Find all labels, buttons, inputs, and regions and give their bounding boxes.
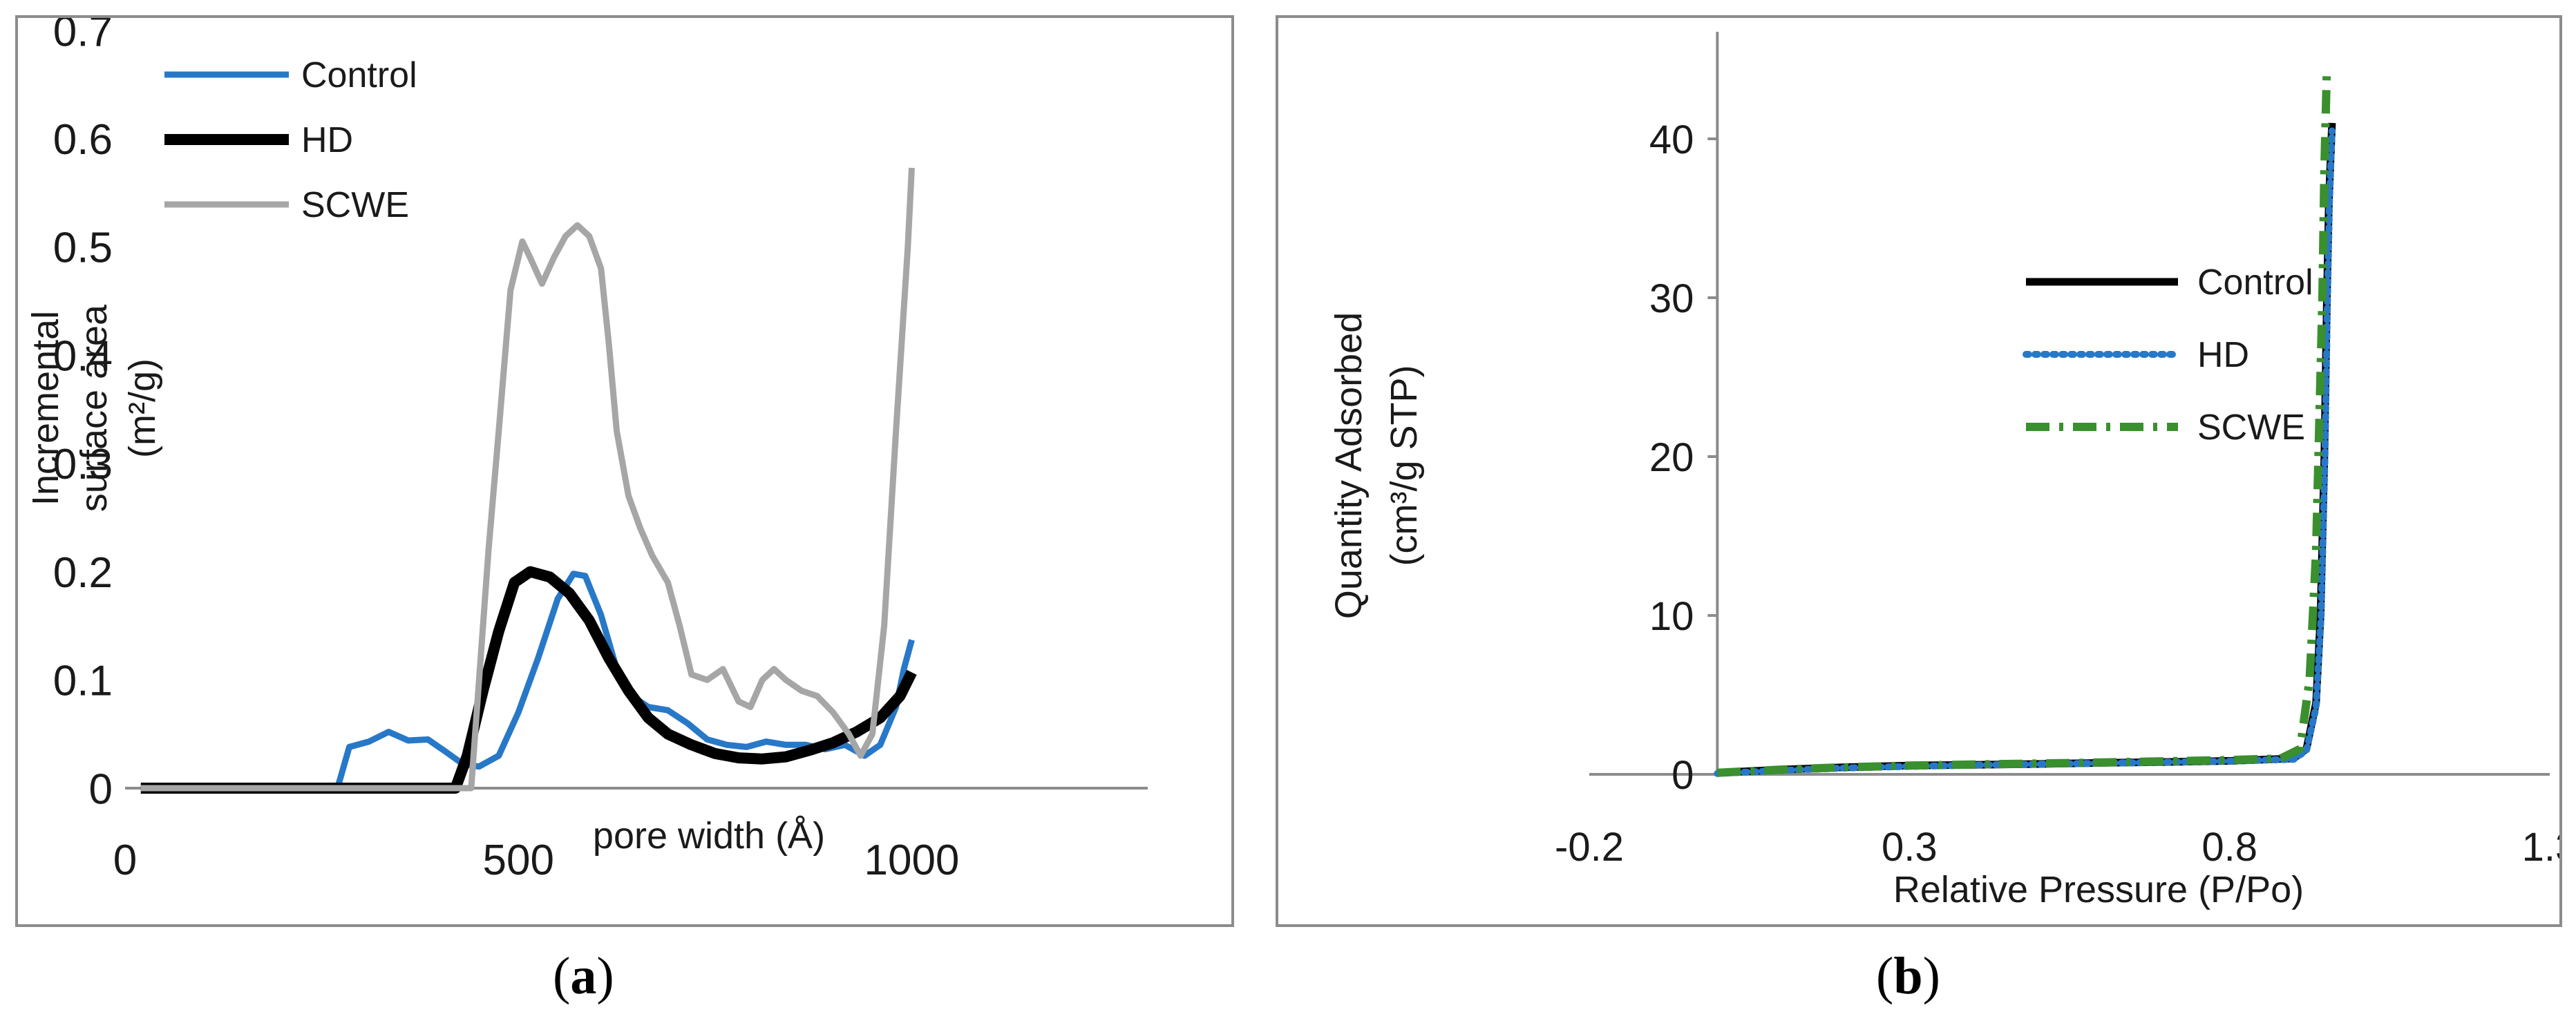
chart-panel-a: 0 0.1 0.2 0.3 0.4 0.5 0.6 0.7 0 500 1000 pore width…: [15, 8, 1234, 927]
chart-b-x-tick-label: 0.8: [2201, 825, 2257, 870]
chart-b-y-tick-label: 10: [1649, 594, 1694, 639]
chart-b-y-tick-label: 20: [1649, 435, 1694, 480]
chart-b-x-tick-label: -0.2: [1555, 825, 1624, 870]
chart-a-legend-label-hd: HD: [301, 120, 353, 160]
chart-b-legend-label-hd: HD: [2197, 335, 2249, 375]
chart-a-y-tick-label: 0.7: [53, 18, 113, 55]
chart-a-svg: 0 0.1 0.2 0.3 0.4 0.5 0.6 0.7 0 500 1000 pore width…: [25, 8, 1148, 884]
chart-a-x-tick-label: 1000: [864, 837, 959, 884]
chart-b-y-tick-label: 0: [1671, 753, 1694, 798]
chart-a-series-scwe-line: [140, 167, 915, 792]
chart-a-y-axis-label-line: surface area: [73, 304, 115, 512]
chart-a-legend-label-control: Control: [301, 55, 417, 95]
chart-a-series-hd-line: [140, 566, 917, 794]
chart-a-y-tick-label: 0.3: [53, 441, 113, 488]
chart-a-y-tick-label: 0.6: [53, 116, 113, 164]
chart-a-y-tick-label: 0.2: [53, 549, 113, 597]
chart-b-series-scwe-line: [1717, 67, 2331, 777]
chart-b-y-axis-label-line: Quantity Adsorbed: [1328, 312, 1370, 619]
chart-b-series-hd-line: [1714, 127, 2336, 777]
caption-b-label: b: [1893, 947, 1923, 1005]
chart-b-x-tick-label: 1.3: [2522, 825, 2559, 870]
chart-a-y-tick-label: 0: [89, 765, 113, 813]
chart-b-y-axis-label-line: (cm³/g STP): [1383, 365, 1425, 566]
chart-panel-b: 0 10 20 30 40 -0.2 0.3 0.8 1.3 Relative Pressure …: [1276, 15, 2576, 927]
chart-a-y-tick-label: 0.4: [53, 332, 113, 380]
chart-b-series-control-line: [1717, 122, 2336, 777]
chart-b-y-tick-label: 40: [1649, 117, 1694, 162]
chart-a-y-tick-label: 0.1: [53, 658, 113, 705]
chart-a-x-axis-label: pore width (Å): [593, 815, 825, 857]
chart-b-legend-label-scwe: SCWE: [2197, 408, 2305, 448]
caption-a: (a): [553, 947, 614, 1005]
chart-a-y-axis-label-line: (m²/g): [122, 359, 163, 458]
chart-a-legend-label-scwe: SCWE: [301, 185, 409, 225]
chart-a-x-tick-label: 0: [113, 837, 137, 884]
caption-a-label: a: [570, 947, 597, 1005]
caption-b: (b): [1876, 947, 1940, 1005]
chart-a-y-axis-label-line: Incremental: [25, 311, 66, 506]
chart-a-y-tick-label: 0.5: [53, 224, 113, 272]
chart-a-x-tick-label: 500: [483, 837, 554, 884]
chart-b-y-tick-label: 30: [1649, 276, 1694, 321]
chart-b-x-axis-label: Relative Pressure (P/Po): [1893, 869, 2304, 910]
chart-b-svg: 0 10 20 30 40 -0.2 0.3 0.8 1.3 Relative Pressure …: [1328, 32, 2576, 910]
chart-b-x-tick-label: 0.3: [1882, 825, 1938, 870]
chart-b-legend-label-control: Control: [2197, 262, 2313, 303]
